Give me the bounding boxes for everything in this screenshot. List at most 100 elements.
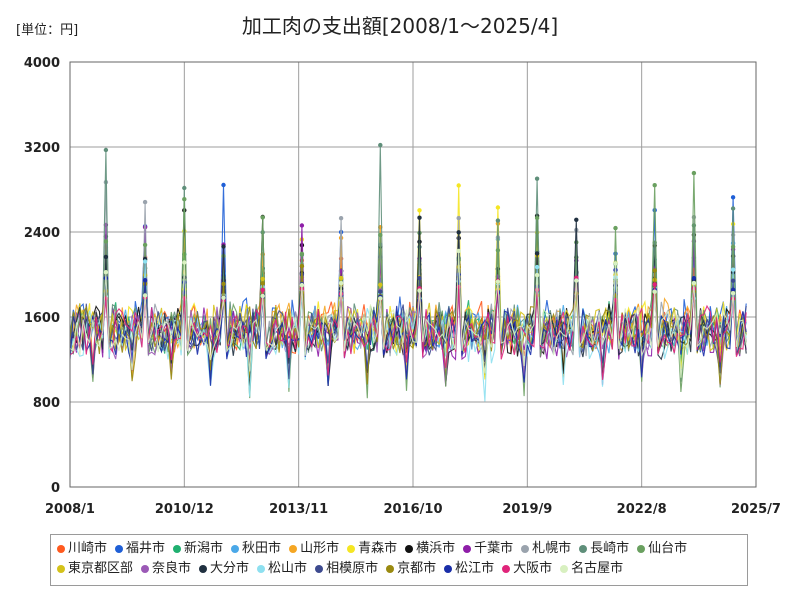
legend-label: 大分市 — [210, 561, 250, 576]
y-axis: 0 800 1600 2400 3200 4000 — [24, 56, 60, 496]
data-point — [652, 183, 657, 188]
chart-title: 加工肉の支出額[2008/1～2025/4] — [242, 14, 558, 38]
data-point — [652, 289, 657, 294]
legend-label: 松江市 — [455, 561, 495, 576]
data-point — [221, 281, 226, 287]
legend-label: 大阪市 — [513, 561, 553, 576]
data-point — [730, 195, 736, 200]
legend-item: 福井市 — [115, 539, 165, 559]
data-point — [103, 239, 109, 244]
data-point — [299, 251, 305, 256]
legend-item: 大分市 — [199, 559, 249, 579]
data-point — [142, 259, 148, 264]
data-point — [456, 230, 461, 235]
data-point — [691, 280, 697, 286]
x-tick-label: 2013/11 — [269, 502, 328, 517]
data-point — [260, 276, 265, 282]
legend-marker — [637, 545, 646, 553]
data-point — [338, 275, 344, 281]
data-point — [378, 282, 383, 287]
data-point — [730, 206, 736, 211]
data-point — [260, 215, 265, 220]
data-point — [142, 293, 148, 298]
data-point — [730, 291, 736, 296]
series-line — [69, 250, 747, 378]
legend-marker — [405, 545, 414, 553]
data-point — [495, 218, 501, 223]
legend-marker — [141, 565, 150, 573]
legend-marker — [347, 545, 356, 553]
data-point — [534, 272, 540, 278]
legend-item: 青森市 — [347, 539, 397, 559]
legend-label: 東京都区部 — [68, 561, 134, 576]
legend-marker — [560, 565, 569, 573]
legend-item: 松山市 — [257, 559, 307, 579]
legend-label: 奈良市 — [152, 561, 192, 576]
data-point — [456, 248, 461, 254]
data-point — [730, 267, 736, 272]
data-point — [378, 296, 383, 301]
data-point — [534, 176, 540, 181]
legend-label: 青森市 — [358, 541, 398, 556]
legend-label: 千葉市 — [474, 541, 514, 556]
data-point — [299, 223, 305, 228]
legend-item: 相模原市 — [315, 559, 378, 579]
data-point — [221, 182, 226, 188]
legend-marker — [289, 545, 298, 553]
data-point — [456, 183, 461, 188]
legend-item: 大阪市 — [502, 559, 552, 579]
data-point — [456, 272, 461, 277]
data-point — [495, 248, 501, 253]
plot-frame — [69, 61, 757, 488]
legend-marker — [57, 545, 65, 553]
legend-marker — [199, 565, 208, 573]
data-point — [534, 215, 540, 221]
data-point — [574, 217, 579, 222]
y-tick-label: 800 — [33, 396, 60, 411]
data-point — [534, 251, 540, 256]
legend-label: 川崎市 — [68, 541, 108, 556]
series-layer — [69, 142, 747, 402]
data-point — [417, 215, 422, 220]
y-tick-label: 4000 — [24, 56, 60, 71]
data-point — [691, 215, 697, 220]
y-tick-label: 2400 — [24, 226, 60, 241]
x-tick-label: 2019/9 — [502, 502, 552, 517]
legend-label: 相模原市 — [326, 561, 379, 576]
data-point — [103, 254, 109, 260]
data-point — [103, 270, 109, 275]
data-point — [338, 281, 344, 286]
legend-item: 横浜市 — [405, 539, 455, 559]
data-point — [730, 278, 736, 283]
data-point — [221, 295, 226, 300]
legend-label: 長崎市 — [590, 541, 630, 556]
data-point — [221, 244, 226, 249]
x-tick-label: 2025/7 — [731, 502, 781, 517]
data-point — [103, 147, 109, 153]
legend-label: 名古屋市 — [571, 561, 624, 576]
data-point — [378, 142, 383, 148]
data-point — [338, 216, 344, 221]
legend-label: 横浜市 — [416, 541, 456, 556]
legend-label: 京都市 — [397, 561, 437, 576]
legend-marker — [502, 565, 511, 573]
legend-marker — [173, 545, 182, 553]
data-point — [574, 240, 579, 245]
data-point — [417, 288, 422, 293]
legend-label: 新潟市 — [184, 541, 224, 556]
x-axis: 2008/1 2010/12 2013/11 2016/10 2019/9 2022/8 2… — [45, 502, 781, 517]
data-point — [182, 197, 187, 202]
data-point — [182, 280, 187, 285]
legend-label: 福井市 — [126, 541, 166, 556]
data-point — [142, 278, 148, 283]
x-tick-label: 2016/10 — [383, 502, 442, 517]
legend-marker — [463, 545, 472, 553]
legend-marker — [521, 545, 530, 553]
data-point — [574, 278, 579, 283]
data-point — [299, 282, 305, 288]
unit-label: [単位：円] — [16, 22, 78, 38]
legend: 川崎市 福井市 新潟市 秋田市 山形市 青森市 横浜市 千葉市 札幌市 長崎市 仙台市 東京都区部 奈良… — [50, 534, 748, 586]
data-point — [652, 282, 657, 287]
legend-marker — [257, 565, 266, 573]
